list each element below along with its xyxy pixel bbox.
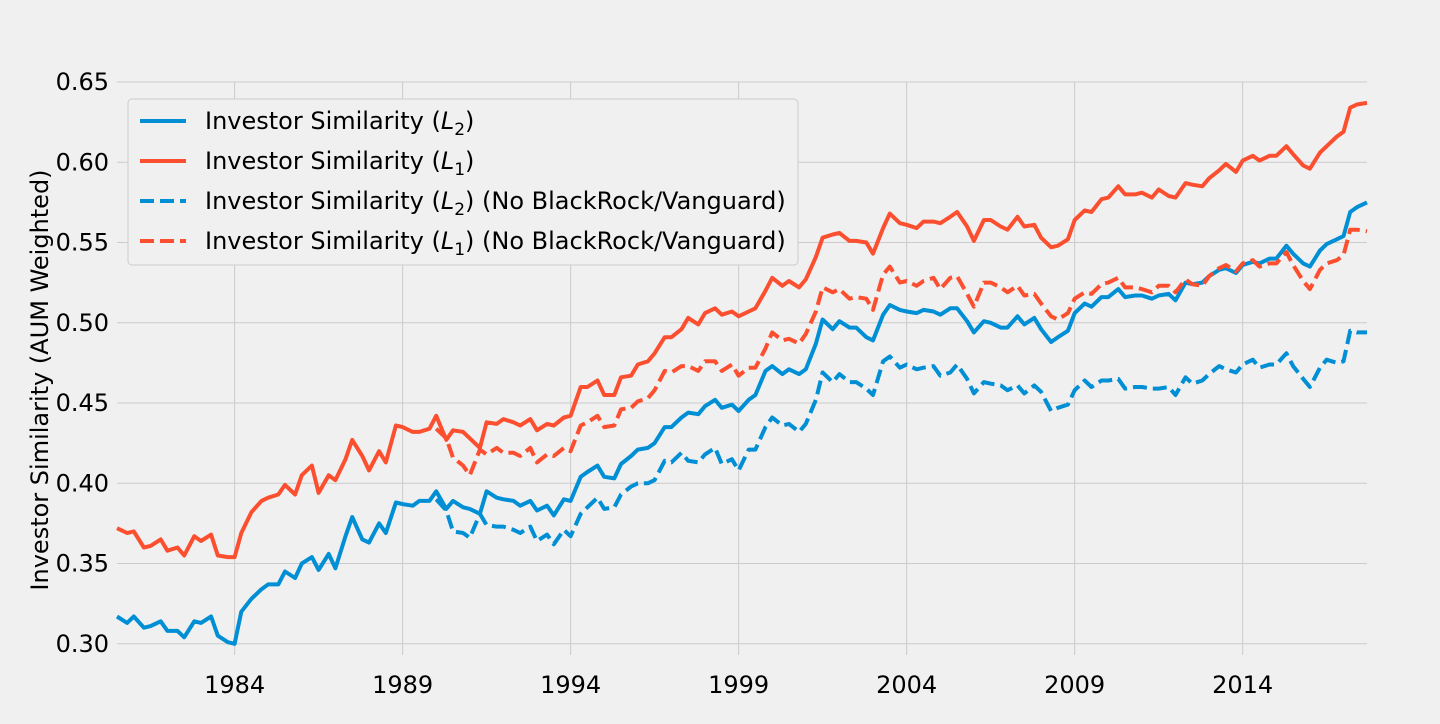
x-tick-label: 1994: [540, 671, 601, 699]
x-tick-label: 2004: [876, 671, 937, 699]
series-line-2: [116, 100, 1368, 560]
x-tick-label: 2014: [1212, 671, 1273, 699]
legend-label-suffix: ) (No BlackRock/Vanguard): [465, 227, 786, 255]
x-tick-label: 1984: [204, 671, 265, 699]
y-axis-label: Investor Similarity (AUM Weighted): [26, 169, 54, 590]
y-tick-label: 0.50: [56, 309, 109, 337]
series-line-3: [434, 328, 1367, 547]
legend-label-text: Investor Similarity (: [205, 187, 441, 215]
legend-label-variable: L: [441, 227, 454, 255]
legend-label-suffix: ): [465, 107, 474, 135]
x-tick-label: 2009: [1044, 671, 1105, 699]
legend-label-suffix: ) (No BlackRock/Vanguard): [465, 187, 786, 215]
x-axis-ticks: 1984 1989 1994 1999 2004 2009 2014: [204, 671, 1273, 699]
y-tick-label: 0.65: [56, 68, 109, 96]
x-tick-label: 1999: [708, 671, 769, 699]
y-tick-label: 0.55: [56, 229, 109, 257]
series-line-1: [115, 200, 1368, 646]
legend-label: Investor Similarity (L1): [205, 147, 474, 180]
series-lines: [115, 100, 1368, 646]
x-tick-label: 1989: [372, 671, 433, 699]
y-tick-label: 0.40: [56, 469, 109, 497]
legend-label-subscript: 2: [454, 120, 465, 140]
y-tick-label: 0.45: [56, 389, 109, 417]
y-tick-label: 0.60: [56, 148, 109, 176]
y-axis-ticks: 0.30 0.35 0.40 0.45 0.50 0.55 0.60 0.65: [56, 68, 109, 658]
legend-label: Investor Similarity (L2): [205, 107, 474, 140]
legend-label-subscript: 1: [454, 240, 465, 260]
legend-label: Investor Similarity (L1) (No BlackRock/V…: [205, 227, 786, 260]
series-line-4: [434, 227, 1368, 478]
legend-label-variable: L: [441, 147, 454, 175]
legend-label-subscript: 2: [454, 200, 465, 220]
legend-box: [127, 98, 799, 266]
legend-label-variable: L: [441, 187, 454, 215]
y-tick-label: 0.30: [56, 630, 109, 658]
legend-label-text: Investor Similarity (: [205, 227, 441, 255]
legend-label-variable: L: [441, 107, 454, 135]
legend-label-text: Investor Similarity (: [205, 147, 441, 175]
legend-label-suffix: ): [465, 147, 474, 175]
legend-label-text: Investor Similarity (: [205, 107, 441, 135]
legend: Investor Similarity (L2)Investor Similar…: [127, 98, 799, 266]
legend-label-subscript: 1: [454, 160, 465, 180]
y-tick-label: 0.35: [56, 550, 109, 578]
legend-label: Investor Similarity (L2) (No BlackRock/V…: [205, 187, 786, 220]
